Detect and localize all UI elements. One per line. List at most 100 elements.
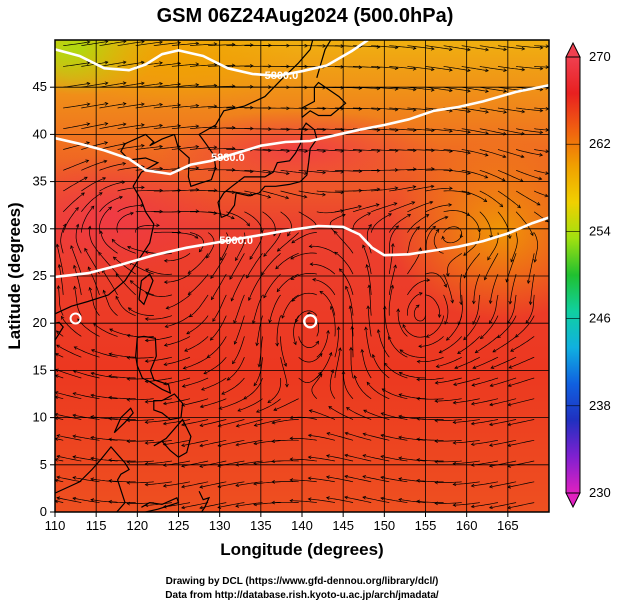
streamline [389,45,416,49]
streamline-arrow [275,342,279,347]
streamline-arrow [230,215,235,220]
streamline-arrow [253,481,258,486]
streamline [256,398,281,413]
colorbar-tick-label: 230 [589,485,611,500]
streamline-arrow [289,498,294,503]
streamline-arrow [246,222,250,227]
streamline [298,107,326,109]
streamline-arrow [517,204,521,209]
streamline [416,438,444,441]
streamline [435,460,462,463]
streamline-arrow [470,463,475,467]
streamline-arrow [263,294,267,299]
streamline-arrow [72,496,77,501]
streamline-arrow [210,275,214,279]
streamline-arrow [249,192,254,197]
streamline-arrow [344,453,349,458]
streamline [117,41,145,47]
streamline-arrow [484,174,489,179]
streamline-arrow [418,247,423,251]
streamline [308,434,335,441]
streamline [163,439,191,445]
streamline [533,211,549,223]
streamline [217,502,245,508]
streamline-arrow [221,391,226,395]
streamline [90,457,118,462]
streamline-arrow [470,442,475,447]
streamline-arrow [307,497,312,502]
streamline [461,190,487,202]
streamline-arrow [412,185,417,189]
streamline-arrow [108,479,113,483]
streamline-arrow [108,499,113,504]
streamline-arrow [99,230,103,235]
streamline-arrow [508,365,513,369]
streamline [236,439,263,446]
streamline-arrow [108,395,113,400]
streamline-arrow [371,353,376,358]
coastline [153,418,192,458]
streamline-arrow [195,166,200,170]
streamline-arrow [144,482,149,487]
streamline [252,294,263,324]
streamline [263,232,281,257]
x-tick-label: 150 [373,518,395,533]
streamline [316,330,329,358]
streamline [99,103,126,109]
streamline-arrow [457,321,462,326]
streamline [307,313,319,337]
streamline [316,128,344,131]
streamline [354,375,372,399]
streamline-arrow [463,336,467,341]
streamline [515,315,535,338]
streamline [443,128,471,133]
streamline [63,62,90,67]
streamline [108,501,136,503]
streamline-arrow [503,68,508,72]
y-axis-title: Latitude (degrees) [5,202,24,349]
streamline-arrow [383,305,387,310]
streamline [416,459,444,462]
streamline-arrow [452,400,457,405]
streamline-arrow [122,162,127,166]
streamline [272,419,299,424]
streamline-arrow [340,106,345,111]
streamline [226,86,253,88]
streamline [380,434,408,441]
streamline-arrow [507,505,512,510]
streamline-arrow [233,340,238,345]
streamline-arrow [209,336,214,341]
streamline [189,146,217,150]
colorbar-tick-label: 238 [589,398,611,413]
coastline [113,407,134,434]
streamline [113,256,136,275]
streamline [516,149,543,156]
streamline [516,128,543,133]
streamline [459,274,463,305]
streamline-arrow [220,257,224,261]
streamline [244,211,263,233]
streamline [435,377,462,384]
streamline-arrow [402,324,406,328]
streamline [290,438,317,441]
streamline-arrow [126,501,131,506]
streamline-arrow [521,131,526,136]
streamline [280,211,292,237]
streamline-arrow [533,258,537,263]
streamline-arrow [387,335,392,340]
streamline [407,107,435,111]
streamline [479,66,507,71]
streamline-arrow [395,225,399,230]
streamline [244,169,272,174]
streamline [91,372,118,379]
streamline-arrow [485,47,489,52]
streamline-arrow [250,43,254,47]
streamline-arrow [268,148,272,153]
streamline-arrow [86,81,91,86]
streamline [145,268,172,275]
streamline [334,251,354,275]
streamline [188,273,209,295]
streamline [471,460,499,466]
streamline [362,475,390,483]
streamline-arrow [362,454,367,458]
